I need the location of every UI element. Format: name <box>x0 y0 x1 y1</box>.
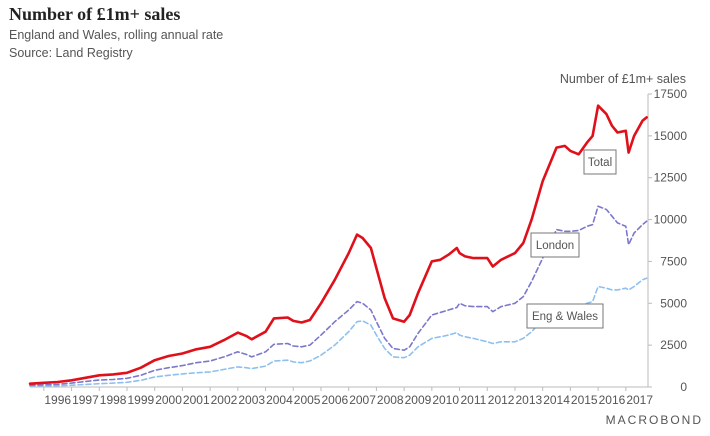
x-tick-label: 1999 <box>128 393 155 407</box>
x-tick-label: 2009 <box>405 393 432 407</box>
y-tick-label: 12500 <box>654 171 688 185</box>
x-tick-label: 2015 <box>571 393 598 407</box>
y-tick-label: 15000 <box>654 129 688 143</box>
x-tick-label: 2014 <box>543 393 570 407</box>
annotation-eng-wales: Eng & Wales <box>526 303 604 329</box>
x-tick-label: 2016 <box>599 393 626 407</box>
y-tick-label: 17500 <box>654 87 688 101</box>
x-tick-label: 2002 <box>211 393 238 407</box>
series-line-total <box>28 104 648 386</box>
annotation-label: Total <box>588 157 612 169</box>
y-axis-label: Number of £1m+ sales <box>559 72 686 86</box>
x-tick-label: 1998 <box>100 393 127 407</box>
annotations: Total London Eng & Wales <box>526 149 617 329</box>
x-tick-label: 1997 <box>72 393 99 407</box>
x-tick-label: 2004 <box>266 393 293 407</box>
annotation-box <box>526 303 604 329</box>
x-tick-label: 2005 <box>294 393 321 407</box>
y-tick-label: 10000 <box>654 213 688 227</box>
x-tick-label: 2006 <box>321 393 348 407</box>
y-tick-label: 2500 <box>660 338 687 352</box>
y-tick-label: 0 <box>680 380 687 394</box>
x-tick-label: 2013 <box>515 393 542 407</box>
x-tick-label: 2007 <box>349 393 376 407</box>
annotation-label: Eng & Wales <box>532 311 598 323</box>
y-tick-label: 7500 <box>660 254 687 268</box>
annotation-london: London <box>530 232 580 258</box>
annotation-label: London <box>536 240 574 252</box>
series-line-london <box>29 205 648 387</box>
x-tick-label: 2012 <box>488 393 515 407</box>
x-tick-label: 2017 <box>626 393 653 407</box>
x-tick-label: 2008 <box>377 393 404 407</box>
chart-title: Number of £1m+ sales <box>9 4 181 24</box>
annotation-total: Total <box>583 149 617 175</box>
chart-source: Source: Land Registry <box>9 46 133 60</box>
series-line-eng-wales <box>29 277 648 388</box>
y-tick-label: 5000 <box>660 296 687 310</box>
axes <box>30 94 649 388</box>
brand-logo: MACROBOND <box>605 413 703 427</box>
annotation-box <box>583 149 617 175</box>
x-tick-label: 2003 <box>238 393 265 407</box>
x-tick-label: 2010 <box>432 393 459 407</box>
annotation-box <box>530 232 580 258</box>
x-tick-label: 2011 <box>461 393 487 407</box>
chart-subtitle: England and Wales, rolling annual rate <box>9 28 224 42</box>
x-tick-label: 1996 <box>44 393 71 407</box>
x-tick-label: 2001 <box>183 393 210 407</box>
x-tick-label: 2000 <box>155 393 182 407</box>
